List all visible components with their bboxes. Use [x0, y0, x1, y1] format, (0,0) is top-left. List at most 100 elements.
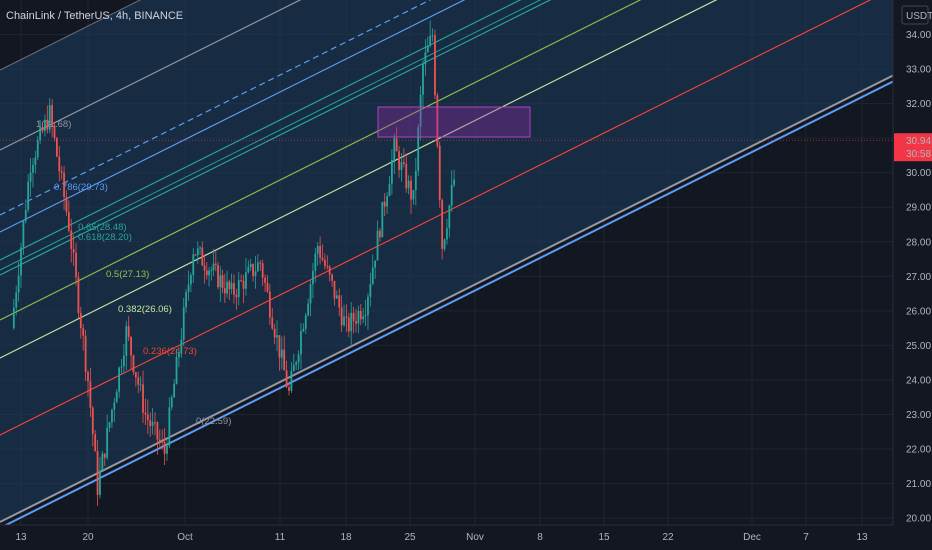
candle-body: [386, 196, 389, 207]
candle-body: [182, 307, 185, 340]
fib-line: [0, 0, 302, 151]
candle-body: [321, 257, 324, 260]
candle-body: [118, 367, 121, 392]
candle-body: [144, 412, 147, 415]
price-tick-label: 25.00: [906, 341, 931, 352]
candle-body: [149, 420, 152, 426]
chart-title: ChainLink / TetherUS, 4h, BINANCE: [6, 10, 184, 22]
candle-body: [400, 162, 403, 170]
candle-body: [29, 172, 32, 182]
fib-line: [0, 74, 894, 523]
last-price-tag: [894, 133, 932, 162]
candle-body: [338, 295, 341, 308]
candle-body: [438, 145, 441, 201]
fib-level-label: 0.618(28.20): [78, 232, 132, 243]
time-tick-label: 13: [856, 532, 868, 543]
fib-line: [0, 0, 552, 276]
fib-level-label: 0.382(26.06): [118, 304, 172, 315]
price-tick-label: 24.00: [906, 375, 931, 386]
candle-body: [424, 52, 427, 65]
candle-body: [340, 307, 343, 326]
candle-body: [20, 247, 22, 276]
candle-body: [48, 105, 51, 130]
candle-body: [393, 138, 396, 161]
candle-body: [450, 184, 453, 206]
candle-body: [212, 263, 215, 270]
candle-body: [446, 228, 448, 240]
candle-body: [307, 303, 310, 316]
fib-line: [0, 0, 872, 436]
candle-body: [41, 127, 44, 132]
candle-body: [405, 163, 408, 189]
candle-body: [127, 326, 130, 337]
fib-level-label: 0.65(28.48): [78, 222, 127, 233]
fib-level-label: 0.5(27.13): [106, 269, 149, 280]
candle-body: [65, 196, 68, 212]
candle-body: [359, 310, 362, 320]
candle-body: [369, 283, 372, 297]
candle-body: [242, 280, 245, 289]
candle-body: [58, 156, 61, 172]
candle-body: [34, 157, 37, 165]
candle-body: [15, 292, 18, 308]
candle-body: [106, 427, 109, 458]
candle-body: [410, 180, 412, 200]
candle-body: [295, 362, 298, 365]
candle-body: [237, 280, 240, 297]
candle-body: [217, 264, 219, 288]
candle-body: [63, 172, 65, 197]
supply-zone: [377, 106, 531, 138]
candle-body: [189, 275, 192, 285]
time-tick-label: 7: [803, 532, 809, 543]
candle-body: [357, 310, 360, 324]
candle-body: [67, 211, 70, 231]
candle-body: [256, 262, 259, 272]
currency-box: [901, 5, 929, 25]
candle-body: [168, 407, 171, 446]
candle-body: [388, 183, 391, 197]
time-tick-label: 13: [15, 532, 27, 543]
candle-body: [402, 162, 405, 164]
candle-body: [328, 266, 331, 275]
price-tick-label: 34.00: [906, 30, 931, 41]
candle-body: [345, 316, 348, 318]
candle-body: [156, 422, 159, 440]
candle-body: [108, 422, 111, 428]
candle-body: [309, 284, 312, 304]
candle-body: [201, 247, 204, 266]
fib-extra-line: [0, 0, 542, 271]
candle-body: [436, 95, 439, 146]
fib-level-label: 0.236(24.73): [143, 346, 197, 357]
candle-body: [139, 384, 142, 386]
price-tick-label: 28.00: [906, 237, 931, 248]
candle-body: [249, 264, 252, 268]
candle-body: [22, 220, 25, 248]
candle-body: [75, 252, 77, 278]
fib-level-label: 1(31.68): [36, 119, 71, 130]
candle-body: [142, 384, 144, 413]
candle-body: [125, 326, 128, 356]
candle-body: [235, 294, 238, 297]
time-tick-label: 22: [662, 532, 674, 543]
candle-body: [228, 281, 231, 289]
candle-body: [132, 355, 135, 373]
fib-line: [0, 0, 522, 261]
candle-body: [111, 409, 113, 423]
time-tick-label: 8: [537, 532, 543, 543]
candle-body: [273, 328, 276, 338]
candle-body: [60, 171, 63, 173]
time-tick-label: 20: [82, 532, 94, 543]
candle-body: [276, 335, 278, 338]
candle-body: [120, 366, 123, 368]
candle-body: [185, 292, 188, 308]
candle-body: [180, 339, 183, 354]
candle-body: [297, 354, 300, 363]
candle-body: [347, 317, 350, 332]
price-tick-label: 33.00: [906, 65, 931, 76]
candle-body: [335, 295, 338, 299]
candle-body: [398, 151, 400, 170]
candle-body: [371, 267, 374, 284]
time-axis-bg: [0, 525, 932, 550]
candle-body: [166, 445, 168, 454]
